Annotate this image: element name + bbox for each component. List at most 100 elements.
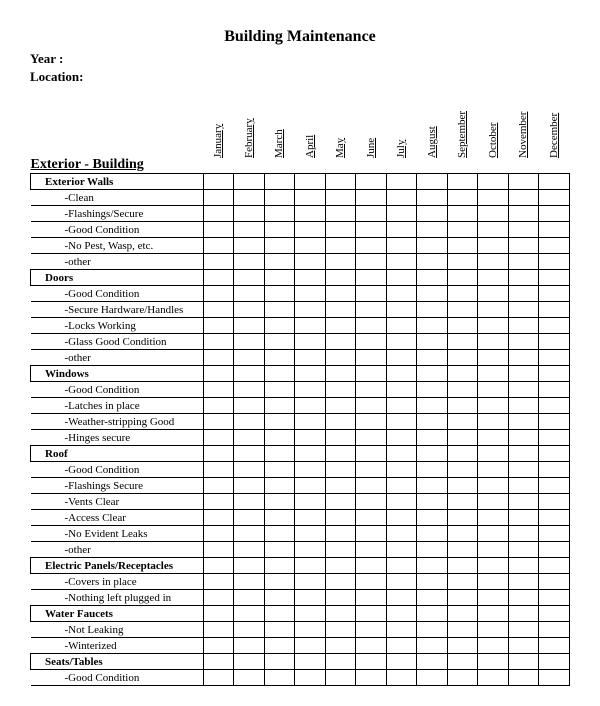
grid-cell[interactable]: [356, 462, 387, 478]
grid-cell[interactable]: [447, 654, 478, 670]
grid-cell[interactable]: [539, 590, 570, 606]
grid-cell[interactable]: [325, 622, 356, 638]
grid-cell[interactable]: [417, 494, 448, 510]
grid-cell[interactable]: [356, 350, 387, 366]
grid-cell[interactable]: [447, 206, 478, 222]
grid-cell[interactable]: [478, 510, 509, 526]
grid-cell[interactable]: [295, 510, 326, 526]
grid-cell[interactable]: [234, 350, 265, 366]
grid-cell[interactable]: [356, 510, 387, 526]
grid-cell[interactable]: [325, 190, 356, 206]
grid-cell[interactable]: [264, 302, 295, 318]
grid-cell[interactable]: [203, 494, 234, 510]
grid-cell[interactable]: [234, 190, 265, 206]
grid-cell[interactable]: [295, 382, 326, 398]
grid-cell[interactable]: [234, 638, 265, 654]
grid-cell[interactable]: [386, 590, 417, 606]
grid-cell[interactable]: [325, 654, 356, 670]
grid-cell[interactable]: [203, 334, 234, 350]
grid-cell[interactable]: [417, 398, 448, 414]
grid-cell[interactable]: [203, 446, 234, 462]
grid-cell[interactable]: [447, 558, 478, 574]
grid-cell[interactable]: [386, 446, 417, 462]
grid-cell[interactable]: [295, 286, 326, 302]
grid-cell[interactable]: [386, 622, 417, 638]
grid-cell[interactable]: [478, 286, 509, 302]
grid-cell[interactable]: [264, 366, 295, 382]
grid-cell[interactable]: [447, 398, 478, 414]
grid-cell[interactable]: [234, 334, 265, 350]
grid-cell[interactable]: [417, 654, 448, 670]
grid-cell[interactable]: [325, 590, 356, 606]
grid-cell[interactable]: [539, 318, 570, 334]
grid-cell[interactable]: [539, 430, 570, 446]
grid-cell[interactable]: [447, 334, 478, 350]
grid-cell[interactable]: [325, 670, 356, 686]
grid-cell[interactable]: [356, 270, 387, 286]
grid-cell[interactable]: [447, 430, 478, 446]
grid-cell[interactable]: [508, 334, 539, 350]
grid-cell[interactable]: [508, 382, 539, 398]
grid-cell[interactable]: [234, 590, 265, 606]
grid-cell[interactable]: [264, 206, 295, 222]
grid-cell[interactable]: [447, 510, 478, 526]
grid-cell[interactable]: [234, 222, 265, 238]
grid-cell[interactable]: [325, 446, 356, 462]
grid-cell[interactable]: [203, 542, 234, 558]
grid-cell[interactable]: [234, 446, 265, 462]
grid-cell[interactable]: [234, 670, 265, 686]
grid-cell[interactable]: [508, 654, 539, 670]
grid-cell[interactable]: [264, 334, 295, 350]
grid-cell[interactable]: [386, 238, 417, 254]
grid-cell[interactable]: [234, 606, 265, 622]
grid-cell[interactable]: [508, 526, 539, 542]
grid-cell[interactable]: [295, 206, 326, 222]
grid-cell[interactable]: [447, 526, 478, 542]
grid-cell[interactable]: [203, 558, 234, 574]
grid-cell[interactable]: [447, 542, 478, 558]
grid-cell[interactable]: [508, 462, 539, 478]
grid-cell[interactable]: [295, 302, 326, 318]
grid-cell[interactable]: [203, 606, 234, 622]
grid-cell[interactable]: [295, 334, 326, 350]
grid-cell[interactable]: [234, 398, 265, 414]
grid-cell[interactable]: [203, 254, 234, 270]
grid-cell[interactable]: [508, 574, 539, 590]
grid-cell[interactable]: [447, 446, 478, 462]
grid-cell[interactable]: [386, 542, 417, 558]
grid-cell[interactable]: [325, 174, 356, 190]
grid-cell[interactable]: [264, 238, 295, 254]
grid-cell[interactable]: [539, 670, 570, 686]
grid-cell[interactable]: [203, 190, 234, 206]
grid-cell[interactable]: [417, 622, 448, 638]
grid-cell[interactable]: [234, 430, 265, 446]
grid-cell[interactable]: [386, 366, 417, 382]
grid-cell[interactable]: [234, 206, 265, 222]
grid-cell[interactable]: [386, 174, 417, 190]
grid-cell[interactable]: [478, 414, 509, 430]
grid-cell[interactable]: [295, 462, 326, 478]
grid-cell[interactable]: [295, 270, 326, 286]
grid-cell[interactable]: [386, 494, 417, 510]
grid-cell[interactable]: [508, 670, 539, 686]
grid-cell[interactable]: [234, 254, 265, 270]
grid-cell[interactable]: [386, 526, 417, 542]
grid-cell[interactable]: [539, 222, 570, 238]
grid-cell[interactable]: [539, 606, 570, 622]
grid-cell[interactable]: [295, 526, 326, 542]
grid-cell[interactable]: [386, 382, 417, 398]
grid-cell[interactable]: [386, 222, 417, 238]
grid-cell[interactable]: [325, 254, 356, 270]
grid-cell[interactable]: [539, 558, 570, 574]
grid-cell[interactable]: [417, 350, 448, 366]
grid-cell[interactable]: [203, 670, 234, 686]
grid-cell[interactable]: [295, 430, 326, 446]
grid-cell[interactable]: [539, 622, 570, 638]
grid-cell[interactable]: [539, 446, 570, 462]
grid-cell[interactable]: [234, 494, 265, 510]
grid-cell[interactable]: [447, 462, 478, 478]
grid-cell[interactable]: [417, 206, 448, 222]
grid-cell[interactable]: [234, 366, 265, 382]
grid-cell[interactable]: [478, 174, 509, 190]
grid-cell[interactable]: [539, 206, 570, 222]
